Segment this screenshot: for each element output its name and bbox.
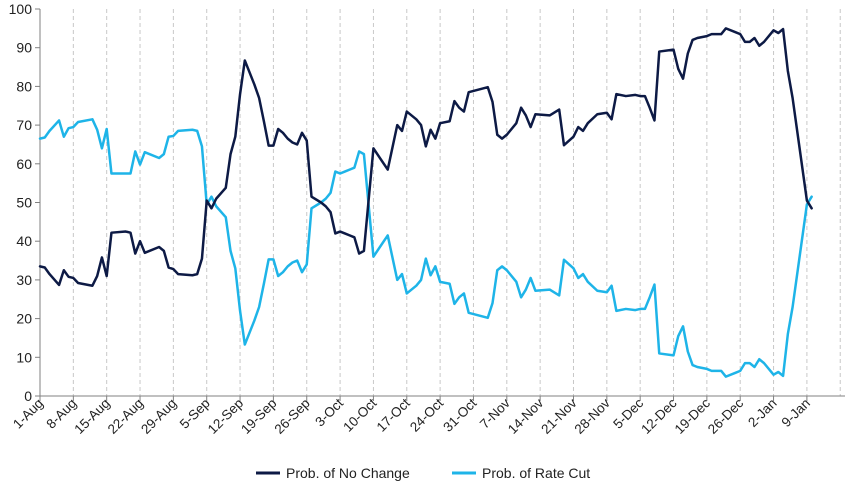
y-tick-label: 100: [9, 1, 33, 17]
y-tick-label: 70: [16, 117, 32, 133]
x-tick-label: 14-Nov: [505, 395, 547, 437]
y-tick-label: 10: [16, 349, 32, 365]
y-tick-label: 50: [16, 195, 32, 211]
y-tick-label: 80: [16, 78, 32, 94]
x-tick-label: 17-Oct: [374, 395, 413, 434]
x-tick-label: 28-Nov: [572, 395, 614, 437]
x-tick-label: 21-Nov: [538, 395, 580, 437]
series-line-no-change: [38, 27, 813, 287]
series-line-rate-cut: [38, 118, 813, 378]
x-tick-label: 15-Aug: [71, 396, 112, 437]
vertical-gridlines: [72, 9, 841, 396]
y-tick-label: 40: [16, 233, 32, 249]
x-tick-label: 19-Sep: [238, 396, 279, 437]
x-tick-label: 31-Oct: [440, 395, 479, 434]
x-tick-label: 12-Dec: [638, 395, 680, 437]
series-lines: [38, 27, 813, 378]
y-axis-tick-labels: 0 10 20 30 40 50 60 70 80 90 100: [9, 1, 40, 404]
x-tick-label: 24-Oct: [407, 395, 446, 434]
x-tick-label: 22-Aug: [105, 396, 146, 437]
x-axis-tick-labels: 1-Aug8-Aug15-Aug22-Aug29-Aug5-Sep12-Sep1…: [10, 395, 813, 437]
legend: Prob. of No Change Prob. of Rate Cut: [256, 465, 590, 481]
x-tick-label: 2-Jan: [745, 396, 779, 430]
y-tick-label: 20: [16, 311, 32, 327]
x-tick-label: 9-Jan: [779, 396, 813, 430]
y-tick-label: 90: [16, 40, 32, 56]
x-tick-label: 26-Sep: [271, 396, 312, 437]
y-tick-label: 30: [16, 272, 32, 288]
y-tick-label: 60: [16, 156, 32, 172]
x-tick-label: 29-Aug: [138, 396, 179, 437]
x-tick-label: 12-Sep: [205, 396, 246, 437]
x-tick-label: 10-Oct: [340, 395, 379, 434]
legend-label-no-change: Prob. of No Change: [286, 465, 410, 481]
legend-label-rate-cut: Prob. of Rate Cut: [482, 465, 590, 481]
axes: [39, 9, 845, 397]
x-tick-label: 19-Dec: [672, 395, 714, 437]
x-tick-label: 26-Dec: [705, 395, 747, 437]
y-tick-label: 0: [24, 388, 32, 404]
